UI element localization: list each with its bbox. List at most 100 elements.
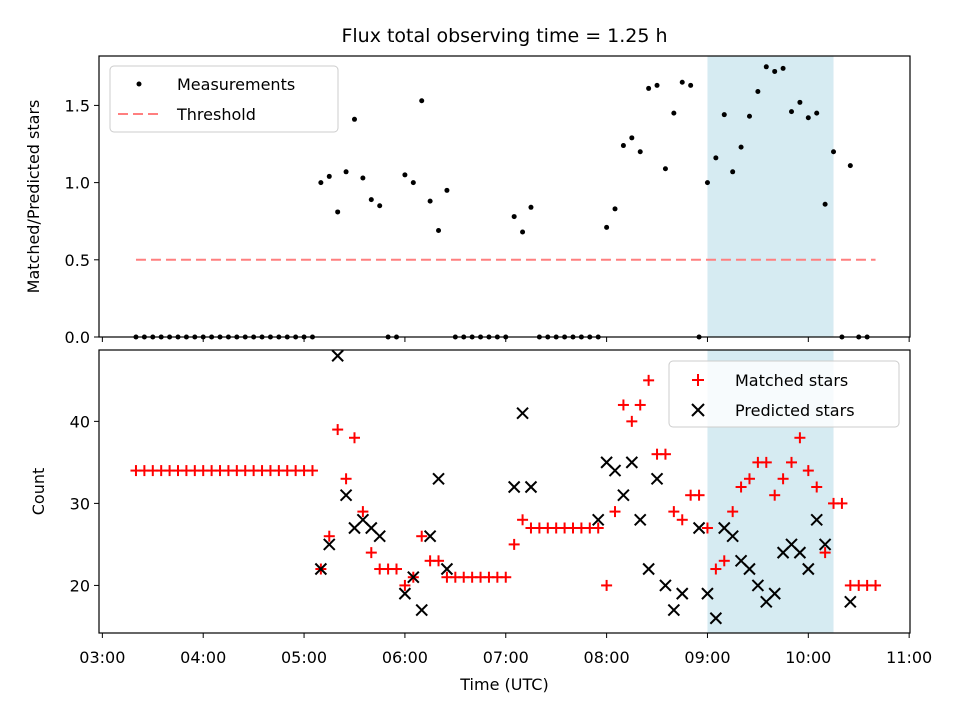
matched-star-point xyxy=(508,538,520,550)
measurement-point xyxy=(520,229,526,235)
bottom-legend-box xyxy=(668,360,900,428)
predicted-star-point xyxy=(692,521,706,535)
legend-label-measurements: Measurements xyxy=(177,75,295,94)
matched-star-point xyxy=(617,399,629,411)
measurement-point xyxy=(335,209,341,215)
bottom-y-ticks: 20 30 40 xyxy=(70,412,99,595)
measurement-point xyxy=(427,198,433,204)
predicted-star-point xyxy=(751,579,765,592)
legend-label-predicted: Predicted stars xyxy=(735,401,855,420)
matched-star-point xyxy=(357,506,369,518)
matched-star-point xyxy=(676,514,688,526)
legend-marker-measurements xyxy=(136,81,142,87)
x-tick-label: 03:00 xyxy=(79,648,125,667)
predicted-star-point xyxy=(415,603,428,617)
predicted-star-point xyxy=(818,538,832,551)
measurement-point xyxy=(444,187,450,193)
bottom-x-ticks: 03:00 04:00 05:00 06:00 07:00 08:00 09:00 10:00… xyxy=(79,633,932,667)
measurement-point xyxy=(360,175,366,181)
measurement-point xyxy=(662,166,668,172)
count-panel: 03:00 04:00 05:00 06:00 07:00 08:00 09:00 10:00… xyxy=(29,349,932,694)
matched-star-point xyxy=(794,432,806,444)
measurement-point xyxy=(772,68,778,74)
predicted-star-point xyxy=(793,546,807,559)
measurement-point xyxy=(620,143,626,149)
predicted-star-point xyxy=(398,587,412,600)
predicted-star-point xyxy=(591,513,605,527)
x-axis-label: Time (UTC) xyxy=(459,675,548,694)
measurement-point xyxy=(797,99,803,105)
matched-star-point xyxy=(769,489,781,501)
measurement-point xyxy=(679,79,685,85)
bottom-y-tick-label: 20 xyxy=(70,576,90,595)
predicted-star-point xyxy=(423,529,437,543)
x-tick-label: 07:00 xyxy=(483,648,529,667)
measurement-point xyxy=(637,149,643,155)
legend-marker-matched xyxy=(692,374,704,386)
measurement-point xyxy=(780,65,786,71)
matched-star-point xyxy=(693,489,705,501)
measurement-point xyxy=(688,82,694,88)
predicted-star-point xyxy=(667,603,681,617)
predicted-star-point xyxy=(507,480,521,494)
matched-star-point xyxy=(701,522,713,534)
matched-star-point xyxy=(433,555,445,567)
x-tick-label: 05:00 xyxy=(281,648,327,667)
matched-star-point xyxy=(802,465,814,477)
matched-star-point xyxy=(609,506,621,518)
measurement-point xyxy=(730,169,736,175)
predicted-star-point xyxy=(634,513,647,527)
matched-star-point xyxy=(659,448,671,460)
top-legend: Measurements Threshold xyxy=(109,65,339,133)
measurement-point xyxy=(351,116,357,122)
predicted-star-point xyxy=(608,464,622,477)
bottom-y-tick-label: 40 xyxy=(70,412,90,431)
top-y-tick-label: 0.5 xyxy=(65,251,90,270)
predicted-star-point xyxy=(625,456,639,469)
predicted-star-point xyxy=(659,579,672,592)
legend-label-matched: Matched stars xyxy=(735,371,848,390)
chart-title: Flux total observing time = 1.25 h xyxy=(341,25,667,47)
measurement-points xyxy=(133,64,870,340)
measurement-point xyxy=(814,110,820,116)
matched-star-point xyxy=(323,530,335,542)
x-tick-label: 11:00 xyxy=(886,648,932,667)
matched-star-point xyxy=(786,456,798,468)
measurement-point xyxy=(671,110,677,116)
predicted-star-point xyxy=(331,349,344,362)
top-y-tick-label: 0.0 xyxy=(65,328,90,347)
measurement-point xyxy=(528,204,534,210)
measurement-point xyxy=(436,227,442,233)
top-axes-frame xyxy=(98,55,911,338)
bottom-legend: Matched stars Predicted stars xyxy=(668,360,900,428)
matched-star-point xyxy=(500,571,512,583)
matched-star-point xyxy=(306,465,318,477)
matched-star-point xyxy=(634,399,646,411)
measurement-point xyxy=(789,109,795,115)
predicted-star-point xyxy=(314,562,328,576)
matched-star-point xyxy=(340,473,352,485)
predicted-star-point xyxy=(676,587,689,600)
bottom-y-axis-label: Count xyxy=(29,468,48,516)
matched-star-point xyxy=(727,506,739,518)
matched-star-point xyxy=(391,563,403,575)
predicted-star-point xyxy=(407,571,420,584)
measurement-point xyxy=(646,85,652,91)
matched-star-point xyxy=(517,514,529,526)
predicted-star-point xyxy=(339,488,353,502)
predicted-star-point xyxy=(440,562,454,576)
predicted-star-point xyxy=(323,538,336,551)
matched-star-point xyxy=(836,497,848,509)
x-tick-label: 04:00 xyxy=(180,648,226,667)
measurement-point xyxy=(654,82,660,88)
measurement-point xyxy=(410,180,416,186)
top-y-ticks: 0.0 0.5 1.0 1.5 xyxy=(65,96,99,347)
matched-star-point xyxy=(592,522,604,534)
measurement-point xyxy=(604,224,610,230)
measurement-point xyxy=(746,113,752,119)
measurement-point xyxy=(318,180,324,186)
predicted-star-point xyxy=(516,406,529,420)
matched-star-point xyxy=(332,424,344,436)
predicted-star-point xyxy=(617,488,630,502)
predicted-star-point xyxy=(650,472,664,485)
